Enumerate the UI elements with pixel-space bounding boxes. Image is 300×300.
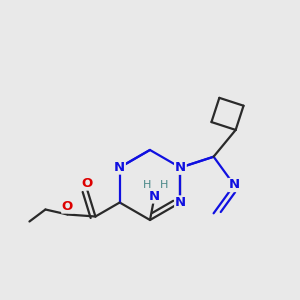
Text: N: N xyxy=(229,178,240,191)
Text: O: O xyxy=(62,200,73,213)
Text: N: N xyxy=(175,196,186,209)
Text: H: H xyxy=(160,180,169,190)
Text: N: N xyxy=(114,161,125,174)
Text: O: O xyxy=(82,177,93,190)
Text: N: N xyxy=(175,161,186,174)
Text: N: N xyxy=(149,190,160,203)
Text: N: N xyxy=(175,161,186,174)
Text: H: H xyxy=(143,180,152,190)
